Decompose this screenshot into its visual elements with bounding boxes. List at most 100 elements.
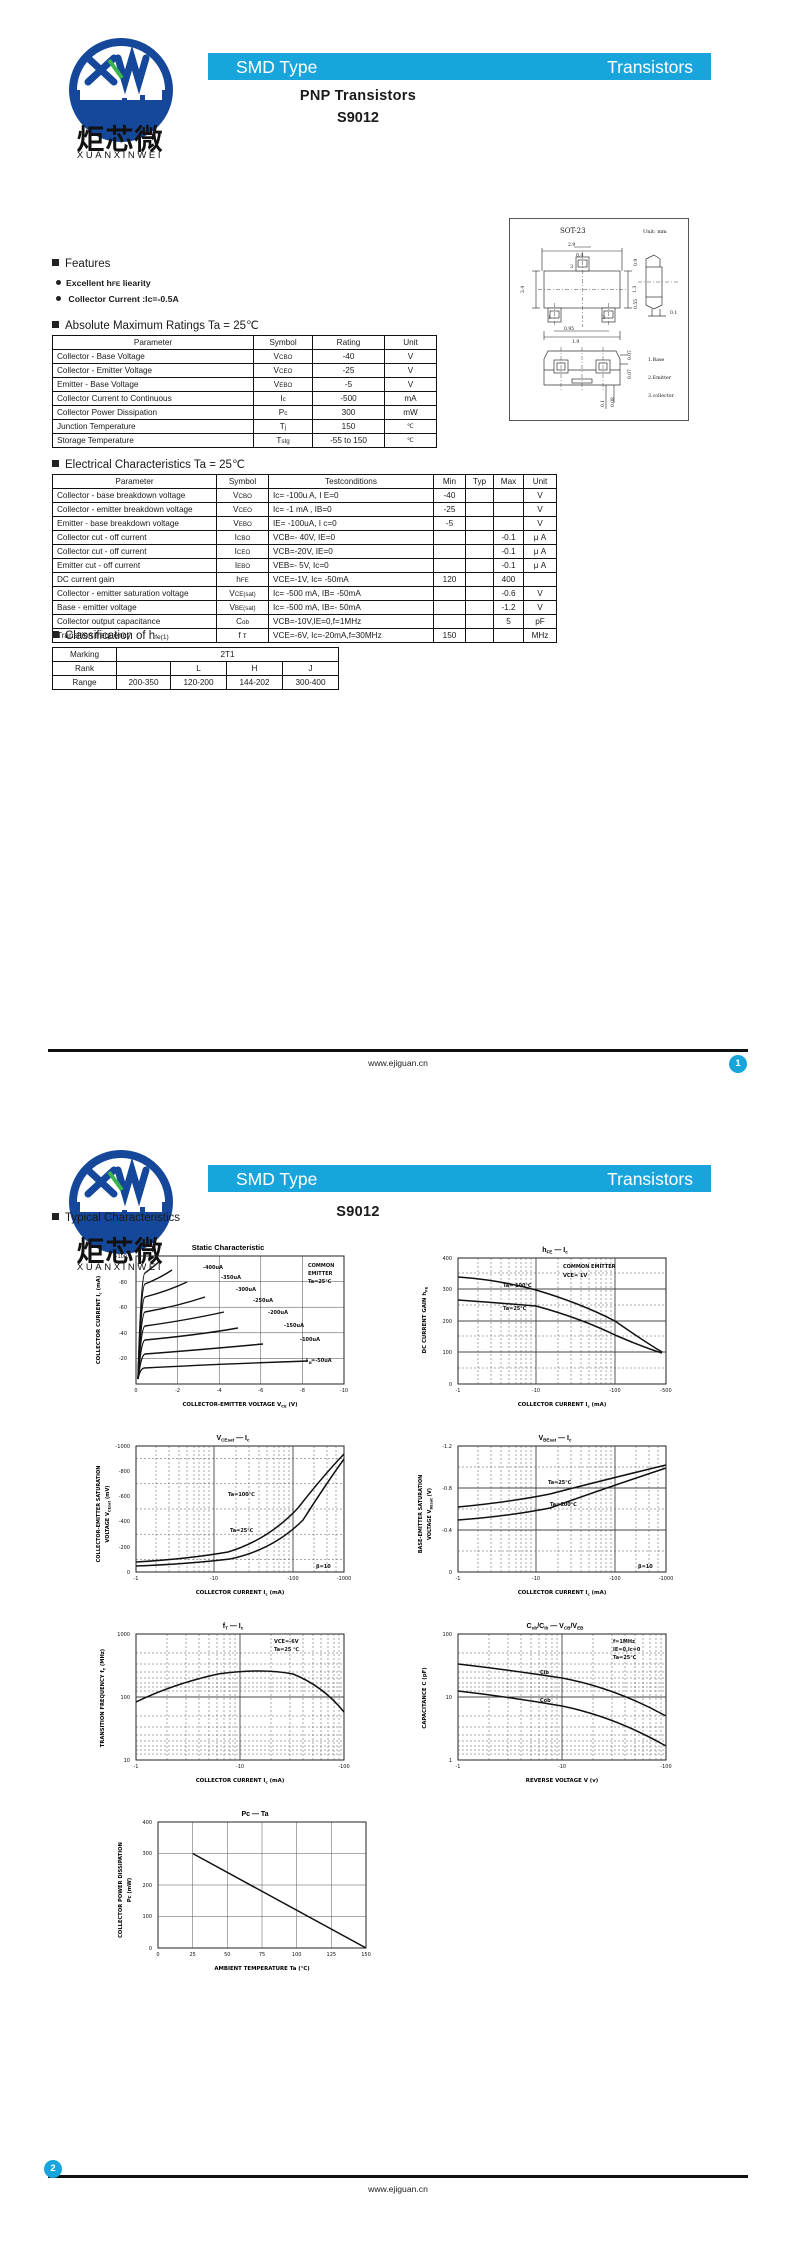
- cell-symbol: hFE: [216, 572, 269, 587]
- x-tick: -1: [456, 1764, 461, 1770]
- cell-symbol: ICEO: [216, 544, 269, 559]
- chart-hfe-vs-ic: hFE — Ic: [400, 1240, 700, 1418]
- cell-range-label: Range: [52, 675, 117, 690]
- chart-title: Static Characteristic: [192, 1243, 265, 1252]
- curve-label: -200uA: [268, 1310, 288, 1316]
- cell-unit: V: [523, 586, 557, 601]
- cell-rank: H: [226, 661, 283, 676]
- dim-width-total: 2.9: [568, 242, 575, 248]
- header-bar-right: Transistors: [506, 53, 711, 80]
- cell-max: [493, 488, 524, 503]
- cell-typ: [465, 628, 494, 643]
- cell-range: 120-200: [170, 675, 227, 690]
- list-item: Collector Current :Ic=-0.5A: [56, 294, 179, 304]
- x-axis-label: COLLECTOR CURRENT Ic (mA): [518, 1590, 607, 1596]
- cell-symbol: Pc: [253, 405, 313, 420]
- cell-symbol: VEBO: [216, 516, 269, 531]
- chart-annotation: β=10: [638, 1564, 653, 1570]
- cell-max: 5: [493, 614, 524, 629]
- chart-title: VCEsat — Ic: [216, 1435, 250, 1443]
- col-symbol: Symbol: [216, 474, 269, 489]
- x-tick: -1000: [659, 1576, 674, 1582]
- classification-heading: Classification of hfe(1): [52, 630, 169, 642]
- abs-max-table: Parameter Symbol Rating Unit Collector -…: [52, 335, 437, 448]
- col-symbol: Symbol: [253, 335, 313, 350]
- y-tick: 0: [127, 1570, 130, 1576]
- elec-char-table: Parameter Symbol Testconditions Min Typ …: [52, 474, 557, 643]
- chart-title: VBEsat — Ic: [539, 1435, 573, 1443]
- chart-annotation: Ta=25℃: [613, 1655, 636, 1661]
- cell-max: -0.1: [493, 544, 524, 559]
- x-tick: -10: [532, 1576, 540, 1582]
- features-heading: Features: [52, 258, 179, 270]
- y-axis-label-2: Pc (mW): [127, 1878, 133, 1903]
- svg-text:0.1: 0.1: [601, 400, 606, 407]
- table-row: Collector - Base Voltage VCBO -40 V: [52, 349, 437, 364]
- y-tick: -600: [119, 1494, 130, 1500]
- x-tick: 50: [224, 1952, 230, 1958]
- cell-parameter: Storage Temperature: [52, 433, 254, 448]
- cell-parameter: Base - emitter voltage: [52, 600, 217, 615]
- cell-min: -25: [433, 502, 466, 517]
- list-item: Excellent hFE liearity: [56, 278, 179, 288]
- cell-min: [433, 600, 466, 615]
- cell-unit: ℃: [384, 433, 437, 448]
- cell-rating: 300: [312, 405, 385, 420]
- curve-label: -300uA: [236, 1287, 256, 1293]
- y-axis-label: CAPACITANCE C (pF): [422, 1667, 428, 1728]
- cell-range: 200-350: [116, 675, 171, 690]
- cell-range: 144-202: [226, 675, 283, 690]
- x-tick: -10: [340, 1388, 348, 1394]
- y-tick: 300: [443, 1287, 453, 1293]
- x-tick: -1: [456, 1388, 461, 1394]
- curve-label: -400uA: [203, 1265, 223, 1271]
- page-number-badge: 2: [44, 2160, 62, 2178]
- cell-symbol: VCEO: [253, 363, 313, 378]
- cell-symbol: Tstg: [253, 433, 313, 448]
- x-tick: -1: [134, 1576, 139, 1582]
- bullet-square-icon: [52, 460, 59, 467]
- chart-ft-vs-ic: fT — Ic: [78, 1616, 378, 1794]
- x-tick: 100: [292, 1952, 302, 1958]
- svg-text:Unit: mm: Unit: mm: [643, 229, 667, 235]
- chart-annotation: Ta=25 ℃: [274, 1647, 299, 1653]
- cell-max: [493, 628, 524, 643]
- y-tick: -400: [119, 1519, 130, 1525]
- elec-char-table-body: Collector - base breakdown voltage VCBO Ic…: [52, 488, 557, 643]
- chart-pc-vs-ta: Pc — Ta 400 300 200 100 0: [100, 1804, 400, 1984]
- brand-name-pinyin: XUANXINWEI: [76, 150, 164, 161]
- cell-min: [433, 614, 466, 629]
- chart-vcesat-vs-ic: VCEsat — Ic: [78, 1428, 378, 1606]
- y-axis-label: BASE-EMITTER SATURATION: [418, 1475, 424, 1554]
- cell-symbol: VBE(sat): [216, 600, 269, 615]
- table-row: DC current gain hFE VCE=-1V, Ic= -50mA 120 4…: [52, 572, 557, 587]
- table-row: Collector output capacitance Cob VCB=-10V,…: [52, 614, 557, 629]
- x-tick: -2: [175, 1388, 180, 1394]
- table-row: Emitter cut - off current IEBO VEB=- 5V, I…: [52, 558, 557, 573]
- y-tick: -1000: [115, 1444, 130, 1450]
- chart-annotation: COMMON EMITTER: [563, 1264, 616, 1270]
- svg-text:1: 1: [548, 315, 551, 321]
- x-tick: -4: [217, 1388, 222, 1394]
- cell-rating: -25: [312, 363, 385, 378]
- y-tick: 10: [124, 1758, 130, 1764]
- cell-unit: ℃: [384, 419, 437, 434]
- cell-testconditions: VEB=- 5V, Ic=0: [268, 558, 434, 573]
- svg-text:0.07: 0.07: [628, 350, 633, 360]
- y-tick: -1.2: [443, 1444, 453, 1450]
- series-label: Ta=25℃: [503, 1306, 526, 1312]
- dim-pitch: 0.95: [564, 326, 574, 332]
- footer-url[interactable]: www.ejiguan.cn: [368, 2184, 428, 2194]
- curve-label: -150uA: [284, 1323, 304, 1329]
- cell-parameter: Emitter - Base Voltage: [52, 377, 254, 392]
- y-tick: -800: [119, 1469, 130, 1475]
- cell-max: [493, 516, 524, 531]
- brand-name-pinyin: XUANXINWEI: [76, 1262, 164, 1273]
- cell-symbol: Ic: [253, 391, 313, 406]
- y-tick: -80: [119, 1280, 127, 1286]
- header-bar-left: SMD Type: [208, 1165, 506, 1192]
- cell-min: 120: [433, 572, 466, 587]
- y-tick: 200: [443, 1319, 453, 1325]
- cell-max: -0.6: [493, 586, 524, 601]
- footer-url[interactable]: www.ejiguan.cn: [368, 1058, 428, 1068]
